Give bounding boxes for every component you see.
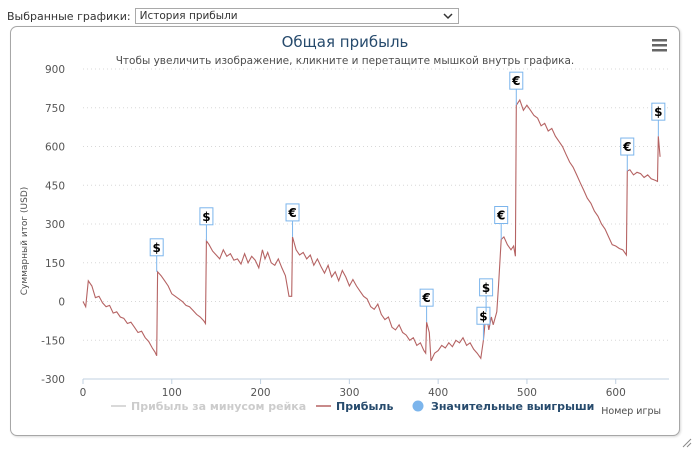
legend-item[interactable]: Прибыль (316, 400, 393, 413)
win-flag-box (199, 207, 214, 226)
y-tick-label: 600 (45, 142, 65, 154)
chart-series (82, 98, 661, 362)
x-tick-label: 500 (517, 387, 537, 399)
win-flag-box (149, 238, 164, 257)
chart-grid (83, 68, 669, 380)
win-flag: € (494, 206, 509, 240)
win-flag: $ (149, 238, 164, 272)
hamburger-menu-icon[interactable] (652, 39, 667, 52)
chart-flags: $ $ € € $ $ € € € $ (149, 71, 666, 341)
legend-item[interactable]: Значительные выигрыши (412, 400, 595, 413)
chart-selector-value: История прибыли (139, 10, 238, 22)
chart-selector-dropdown[interactable]: История прибыли (134, 8, 459, 24)
chart-subtitle: Чтобы увеличить изображение, кликните и … (116, 55, 575, 67)
chart-legend: Прибыль за минусом рейка Прибыль Значитель… (111, 400, 594, 413)
legend-label: Значительные выигрыши (431, 400, 594, 413)
win-flag-symbol: $ (479, 309, 487, 323)
resize-handle-icon[interactable] (680, 436, 692, 448)
win-flag-symbol: $ (654, 105, 662, 119)
y-tick-label: -300 (41, 374, 65, 386)
win-flag-box (509, 71, 524, 90)
x-tick-label: 200 (251, 387, 271, 399)
win-flag-symbol: € (511, 74, 520, 88)
win-flag: $ (476, 306, 491, 341)
win-flag-box (476, 306, 491, 325)
y-tick-label: 0 (58, 297, 65, 309)
x-axis: 0 100 200 300 400 500 600 (80, 378, 669, 399)
win-flag-symbol: $ (482, 281, 490, 295)
win-flag: € (620, 137, 635, 172)
y-tick-label: 900 (45, 64, 65, 76)
legend-label: Прибыль за минусом рейка (131, 400, 306, 413)
win-flag-symbol: € (622, 140, 631, 154)
win-flag: $ (651, 102, 666, 137)
win-flag-symbol: $ (202, 210, 210, 224)
win-flag-symbol: € (421, 291, 430, 305)
win-flag: € (285, 203, 300, 237)
chart-selector-bar: Выбранные графики: История прибыли (7, 7, 459, 25)
win-flag-symbol: € (287, 206, 296, 220)
chart-title: Общая прибыль (282, 33, 409, 51)
win-flag: $ (199, 207, 214, 241)
profit-series-line (82, 98, 661, 362)
win-flag-box (419, 288, 434, 307)
y-axis: -300 -150 0 150 300 450 600 750 900 (41, 64, 65, 386)
chart-selector-label: Выбранные графики: (7, 9, 131, 23)
x-tick-label: 400 (428, 387, 448, 399)
y-tick-label: 750 (45, 103, 65, 115)
y-tick-label: 300 (45, 219, 65, 231)
win-flag: € (419, 288, 434, 323)
legend-label: Прибыль (336, 400, 393, 413)
y-tick-label: -150 (41, 335, 65, 347)
win-flag-box (479, 278, 494, 297)
win-flag-box (620, 137, 635, 156)
win-flag-symbol: $ (153, 241, 161, 255)
win-flag-box (285, 203, 300, 222)
y-axis-label: Суммарный итог (USD) (20, 187, 30, 296)
legend-item[interactable]: Прибыль за минусом рейка (111, 400, 306, 413)
x-tick-label: 600 (606, 387, 626, 399)
win-flag-symbol: € (496, 209, 505, 223)
win-flag-box (494, 206, 509, 224)
win-flag: € (509, 71, 524, 106)
y-tick-label: 450 (45, 180, 65, 192)
win-flag: $ (479, 278, 494, 312)
profit-chart[interactable]: -300 -150 0 150 300 450 600 750 900 0 100 200 300 40… (11, 27, 679, 435)
legend-dot-symbol (412, 400, 424, 412)
chart-panel: -300 -150 0 150 300 450 600 750 900 0 100 200 300 40… (10, 26, 680, 436)
x-tick-label: 300 (339, 387, 359, 399)
chevron-down-icon (443, 13, 453, 20)
x-tick-label: 0 (80, 387, 87, 399)
x-axis-label: Номер игры (601, 406, 661, 417)
x-tick-label: 100 (162, 387, 182, 399)
y-tick-label: 150 (45, 258, 65, 270)
win-flag-box (651, 102, 666, 121)
